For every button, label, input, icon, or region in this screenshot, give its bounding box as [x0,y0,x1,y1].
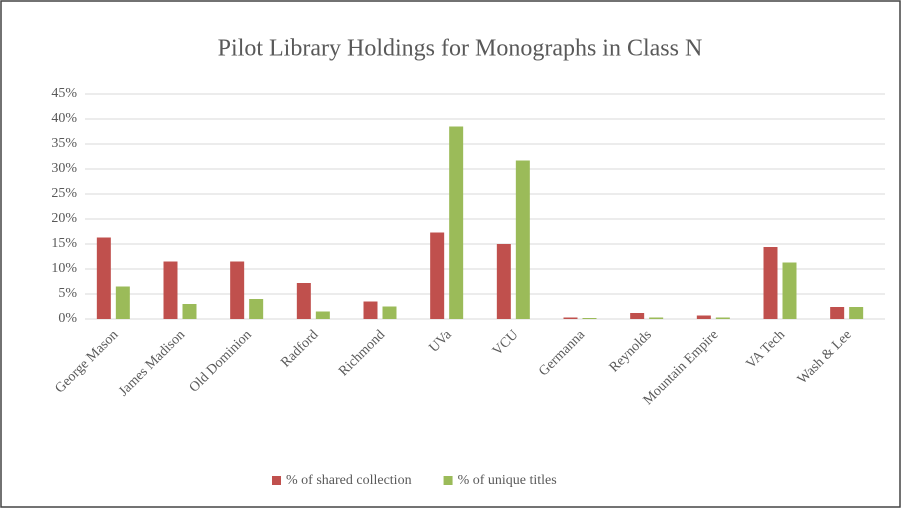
legend-swatch [272,476,281,485]
bar [449,126,464,319]
bar [249,299,264,319]
y-tick-label: 5% [58,286,77,301]
y-tick-label: 0% [58,311,77,326]
bar [582,318,597,319]
bar [630,313,645,319]
y-tick-label: 30% [51,161,77,176]
chart-title: Pilot Library Holdings for Monographs in… [218,36,703,62]
y-tick-label: 45% [51,86,77,101]
bar [715,317,730,319]
bar [496,244,511,319]
bar [763,247,778,319]
y-tick-label: 15% [51,236,77,251]
bar [182,304,197,319]
bar [382,306,397,319]
bar [782,262,797,319]
bar [230,261,245,319]
y-tick-label: 35% [51,136,77,151]
bar [115,286,130,319]
bar [163,261,178,319]
bar [430,232,445,319]
bar [363,301,378,319]
y-tick-label: 40% [51,111,77,126]
bar [849,307,864,319]
bar [696,315,711,319]
bar [649,317,664,319]
legend-swatch [443,476,453,485]
y-tick-label: 10% [51,261,77,276]
legend-label: % of shared collection [286,473,412,488]
bar [315,311,330,319]
bar [96,237,111,319]
bar [830,307,845,319]
y-tick-label: 20% [51,211,77,226]
bar [296,283,311,319]
legend-label: % of unique titles [458,473,557,488]
bar [563,317,578,319]
bar [515,160,530,319]
y-tick-label: 25% [51,186,77,201]
